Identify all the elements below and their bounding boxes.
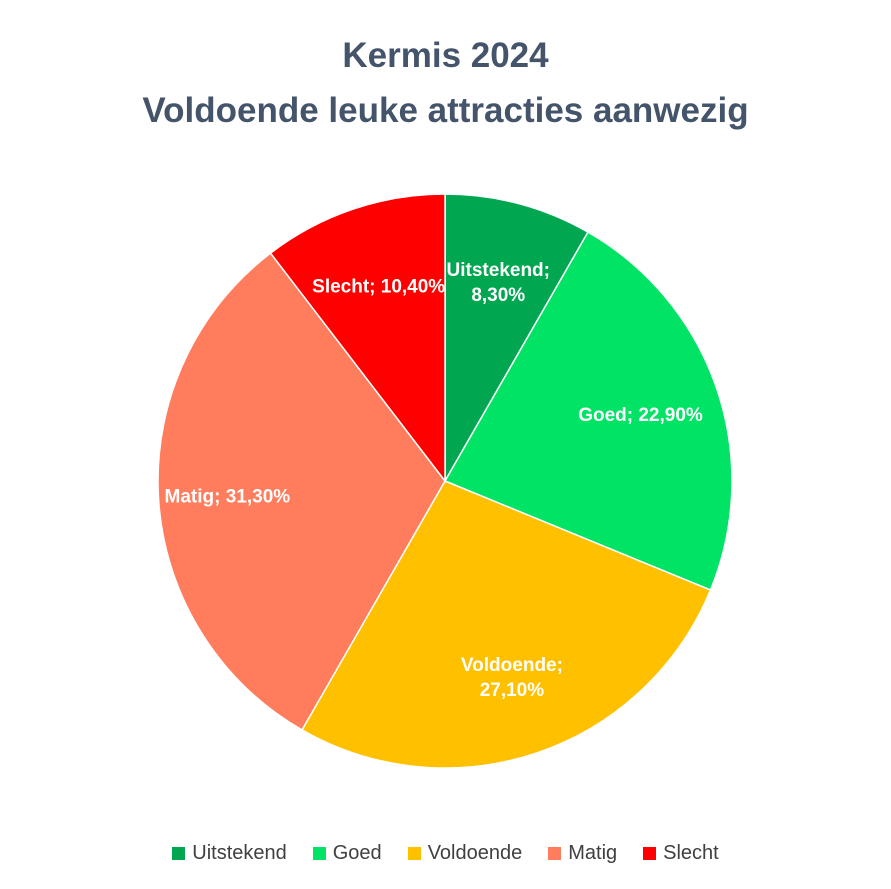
legend-label: Voldoende <box>427 842 523 864</box>
chart-title-line-2: Voldoende leuke attracties aanwezig <box>142 91 749 130</box>
legend-swatch <box>172 847 186 860</box>
pie-slice-matig <box>157 252 446 731</box>
slice-label-uitstekend: Uitstekend; 8,30% <box>447 260 550 306</box>
legend-label: Goed <box>332 842 382 864</box>
legend-item-voldoende: Voldoende <box>407 842 523 865</box>
chart-title: Kermis 2024 Voldoende leuke attracties a… <box>0 28 891 138</box>
slice-label-goed: Goed; 22,90% <box>578 405 703 426</box>
legend-item-matig: Matig <box>548 842 617 865</box>
legend-item-uitstekend: Uitstekend <box>172 842 287 865</box>
legend-item-goed: Goed <box>312 842 382 865</box>
slice-label-slecht: Slecht; 10,40% <box>312 276 445 297</box>
chart-title-line-1: Kermis 2024 <box>342 36 549 75</box>
legend-swatch <box>643 847 657 860</box>
legend-item-slecht: Slecht <box>643 842 719 865</box>
legend-swatch <box>548 847 562 860</box>
pie-slice-uitstekend <box>444 193 590 484</box>
pie-slice-slecht <box>269 193 446 484</box>
legend-swatch <box>407 847 421 860</box>
legend-label: Matig <box>568 842 618 864</box>
legend-swatch <box>312 847 326 860</box>
legend-label: Uitstekend <box>192 842 287 864</box>
chart-legend: Uitstekend Goed Voldoende Matig Slecht <box>0 842 891 865</box>
slice-label-matig: Matig; 31,30% <box>165 486 291 507</box>
slice-label-voldoende: Voldoende; 27,10% <box>461 655 563 701</box>
pie-slice-goed <box>443 231 733 591</box>
legend-label: Slecht <box>663 842 719 864</box>
